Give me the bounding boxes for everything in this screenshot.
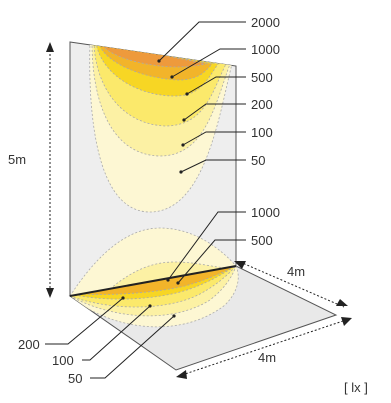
floor-lux-label-200: 200 xyxy=(18,337,40,352)
width-dimension xyxy=(176,317,352,379)
unit-label: [ lx ] xyxy=(344,380,368,395)
height-dimension xyxy=(46,42,54,298)
depth-dimension xyxy=(234,261,348,308)
width-label: 4m xyxy=(258,350,276,365)
floor-lux-label-1000: 1000 xyxy=(251,205,280,220)
floor-lux-leaders-left xyxy=(45,296,176,379)
floor-lux-label-50: 50 xyxy=(68,371,82,386)
wall-lux-label-500: 500 xyxy=(251,70,273,85)
wall-bottom-spill-100 xyxy=(108,261,231,290)
wall-lux-label-200: 200 xyxy=(251,97,273,112)
wall-lux-label-50: 50 xyxy=(251,153,265,168)
wall-lux-label-2000: 2000 xyxy=(251,15,280,30)
wall-lux-label-1000: 1000 xyxy=(251,42,280,57)
height-label: 5m xyxy=(8,152,26,167)
floor-lux-label-500: 500 xyxy=(251,233,273,248)
wall-floor-edge xyxy=(69,265,237,297)
floor-lux-label-100: 100 xyxy=(52,353,74,368)
floor-lux-leaders-right xyxy=(166,211,246,285)
depth-label: 4m xyxy=(287,264,305,279)
wall-bottom-spill-50 xyxy=(70,227,236,296)
wall-lux-leaders xyxy=(157,21,246,174)
wall-lux-label-100: 100 xyxy=(251,125,273,140)
